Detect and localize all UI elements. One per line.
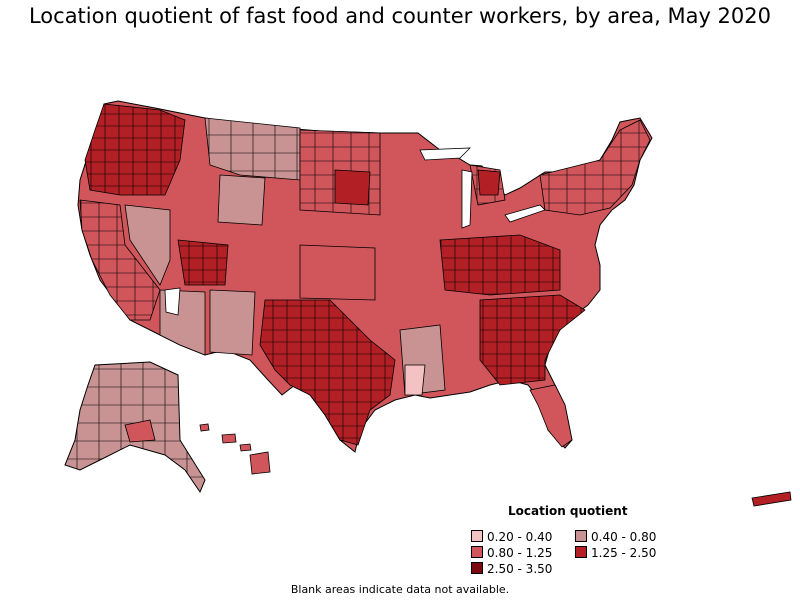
- legend-item-1-25-2-50: 1.25 - 2.50: [575, 546, 656, 560]
- wyoming-region: [217, 174, 266, 226]
- legend-item-0-80-1-25: 0.80 - 1.25: [471, 546, 552, 560]
- legend-label: 0.80 - 1.25: [487, 546, 553, 560]
- legend-label: 1.25 - 2.50: [591, 546, 657, 560]
- lake-erie: [504, 204, 546, 223]
- legend-label: 2.50 - 3.50: [487, 562, 553, 576]
- puerto-rico: [751, 491, 792, 507]
- hawaii: [199, 423, 271, 475]
- legend-swatch: [575, 530, 587, 542]
- kansas-region: [299, 244, 376, 301]
- alaska-southcentral: [124, 419, 156, 443]
- lake-michigan: [461, 169, 473, 229]
- legend-swatch: [575, 546, 587, 558]
- southeast-region: [479, 294, 586, 386]
- legend-title: Location quotient: [508, 504, 628, 518]
- legend-item-0-40-0-80: 0.40 - 0.80: [575, 530, 656, 544]
- legend-swatch: [471, 562, 483, 574]
- legend-swatch: [471, 546, 483, 558]
- legend-label: 0.20 - 0.40: [487, 530, 553, 544]
- legend-item-2-50-3-50: 2.50 - 3.50: [471, 562, 552, 576]
- pacific-northwest-region: [84, 103, 186, 196]
- legend-item-0-20-0-40: 0.20 - 0.40: [471, 530, 552, 544]
- louisiana-low-region: [404, 364, 426, 396]
- map-title: Location quotient of fast food and count…: [28, 4, 772, 28]
- lake-superior: [419, 147, 472, 161]
- new-mexico-region: [209, 289, 256, 356]
- florida-region: [529, 384, 573, 448]
- legend-swatch: [471, 530, 483, 542]
- legend-label: 0.40 - 0.80: [591, 530, 657, 544]
- upper-michigan-region: [477, 169, 501, 196]
- utah-colorado-region: [177, 239, 229, 286]
- north-dakota-east-region: [334, 169, 371, 206]
- blank-area-southwest: [164, 287, 181, 316]
- ohio-valley-region: [439, 234, 561, 296]
- texas-region: [259, 299, 396, 446]
- montana-region: [204, 117, 301, 181]
- blank-areas-footnote: Blank areas indicate data not available.: [290, 583, 510, 596]
- nevada-region: [124, 204, 171, 286]
- northeast-region: [539, 119, 651, 216]
- california-region: [79, 199, 161, 321]
